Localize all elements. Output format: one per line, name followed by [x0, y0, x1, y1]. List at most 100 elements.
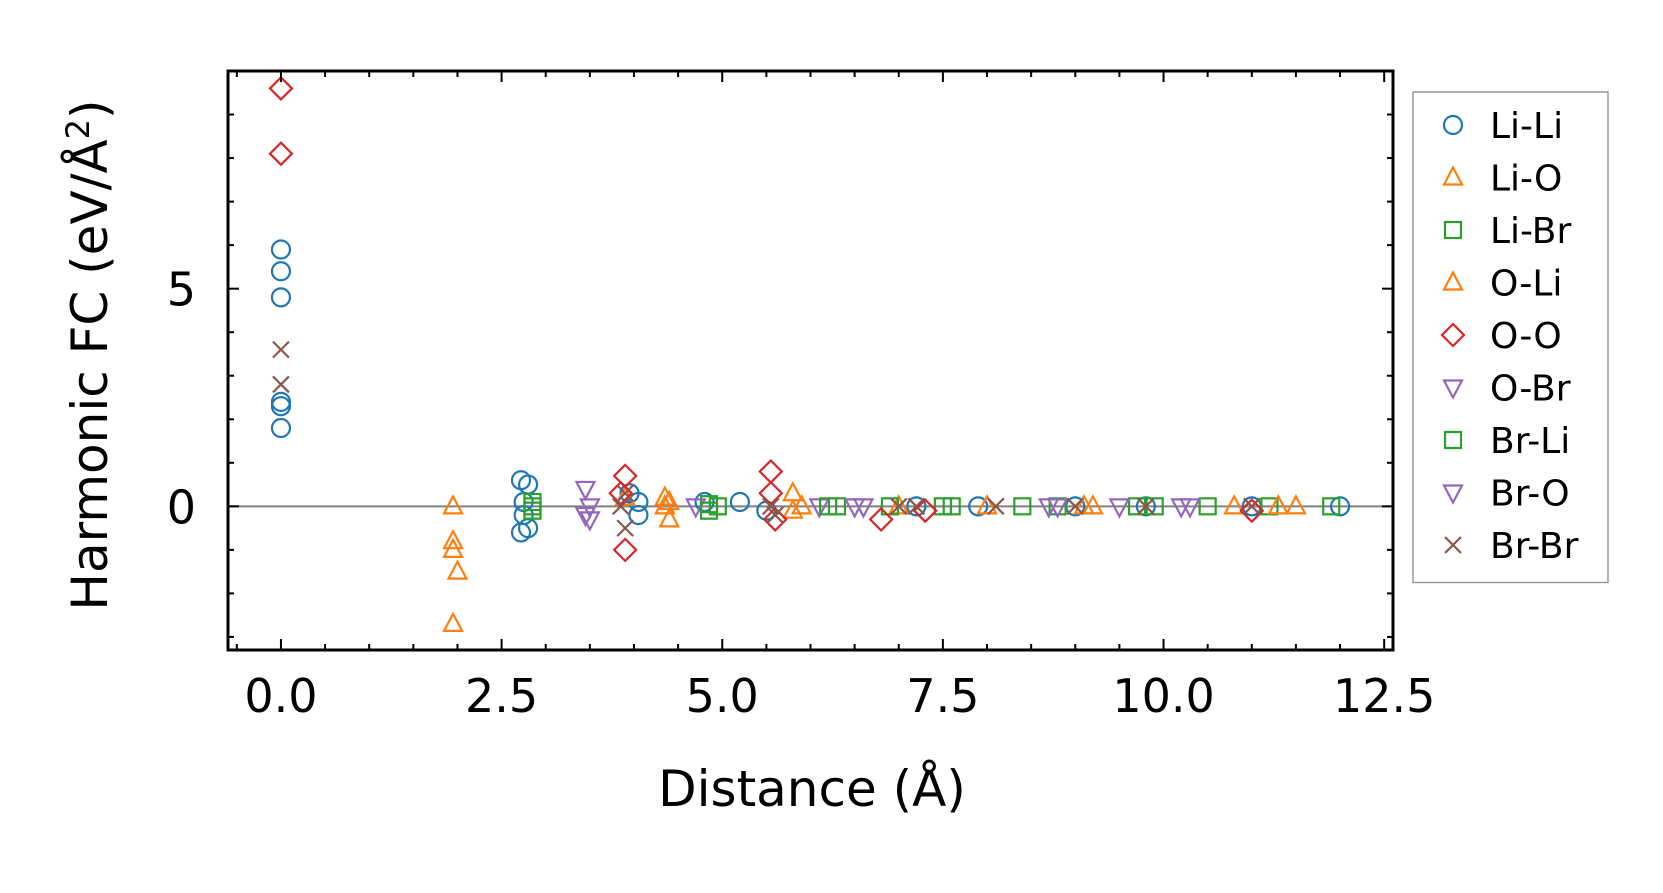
data-point	[628, 504, 649, 526]
series-br-li	[523, 497, 1164, 520]
series-o-li	[442, 489, 1290, 519]
data-point	[658, 507, 681, 528]
plot-frame	[226, 69, 1395, 652]
legend-entry: Li-Li	[1442, 106, 1563, 147]
series-br-br	[272, 340, 1261, 537]
data-point	[766, 506, 784, 524]
legend-label: Li-Br	[1490, 211, 1571, 252]
data-point	[268, 141, 294, 167]
data-point	[906, 496, 927, 517]
legend-entry: Br-O	[1442, 474, 1570, 515]
data-point	[907, 497, 926, 516]
legend-marker	[1442, 165, 1464, 186]
data-point	[699, 501, 719, 520]
data-point	[616, 519, 634, 537]
data-point	[1198, 497, 1217, 516]
legend-label: O-Br	[1490, 369, 1571, 410]
data-point	[729, 491, 750, 513]
plot-area	[228, 75, 1393, 632]
legend-label: O-Li	[1490, 264, 1562, 305]
data-point	[762, 497, 780, 516]
data-point	[762, 506, 788, 532]
legend-entry: Br-Li	[1443, 421, 1570, 462]
axes: 0.0 2.5 5.0 7.5 10.0 12.5 0 5	[167, 69, 1435, 723]
data-point	[616, 484, 634, 503]
data-point	[852, 498, 875, 519]
legend-marker	[1442, 270, 1464, 291]
x-tick-label: 0.0	[244, 669, 317, 723]
legend-entry: Br-Br	[1444, 526, 1579, 567]
legend-entry: O-O	[1440, 316, 1562, 357]
data-point	[1013, 497, 1032, 516]
series-br-o	[579, 498, 1201, 532]
data-point	[819, 497, 838, 516]
data-point	[782, 498, 804, 519]
y-tick-label: 0	[167, 480, 196, 534]
data-point	[612, 463, 638, 489]
y-tick-label: 5	[167, 263, 196, 317]
data-point	[1046, 498, 1069, 519]
x-axis-title: Distance (Å)	[658, 760, 966, 818]
data-point	[442, 528, 464, 550]
data-point	[272, 375, 290, 394]
y-axis-title: Harmonic FC (eV/Å2)	[59, 99, 119, 610]
x-tick-label: 10.0	[1112, 669, 1214, 723]
data-point	[1243, 497, 1261, 516]
data-point	[987, 497, 1005, 516]
data-point	[942, 497, 961, 516]
legend-marker	[1442, 379, 1464, 400]
legend-label: Br-Br	[1490, 526, 1579, 567]
legend-marker	[1443, 430, 1463, 450]
data-point	[446, 559, 469, 580]
data-point	[658, 489, 681, 511]
data-point	[442, 537, 464, 558]
data-point	[442, 493, 464, 515]
data-point	[270, 239, 292, 260]
data-point	[612, 537, 638, 563]
data-point	[654, 493, 676, 515]
data-point	[611, 497, 630, 516]
legend-marker	[1442, 484, 1464, 505]
legend-label: Br-Li	[1490, 421, 1570, 462]
data-point	[782, 480, 804, 502]
data-point	[523, 497, 542, 516]
x-tick-label: 2.5	[465, 669, 538, 723]
data-point	[1073, 493, 1095, 515]
data-point	[1066, 497, 1085, 516]
legend-label: Li-O	[1490, 159, 1562, 200]
data-point	[574, 506, 597, 528]
legend-entry: O-Li	[1442, 264, 1562, 305]
data-point	[579, 511, 601, 532]
legend-marker	[1443, 220, 1463, 240]
data-point	[654, 485, 676, 506]
data-point	[1322, 497, 1341, 516]
legend-entry: Li-O	[1442, 159, 1562, 200]
x-tick-label: 12.5	[1333, 669, 1435, 723]
series-o-o	[268, 75, 1265, 563]
legend-label: O-O	[1490, 316, 1562, 357]
data-point	[272, 340, 290, 359]
data-point	[968, 496, 989, 517]
data-point	[758, 480, 784, 506]
data-point	[1267, 493, 1290, 515]
legend-entry: O-Br	[1442, 369, 1571, 410]
data-point	[976, 493, 998, 515]
data-point	[270, 391, 292, 412]
data-point	[268, 75, 294, 101]
data-point	[1137, 497, 1155, 516]
data-point	[442, 611, 464, 632]
data-point	[889, 497, 908, 516]
data-point	[1108, 498, 1131, 519]
data-point	[619, 483, 640, 504]
legend-entry: Li-Br	[1443, 211, 1571, 252]
series-li-li	[270, 239, 1351, 543]
legend-label: Li-Li	[1490, 106, 1563, 147]
data-point	[270, 261, 292, 282]
legend-marker	[1442, 114, 1464, 136]
legend-marker	[1440, 322, 1466, 348]
x-tick-label: 7.5	[906, 669, 979, 723]
legend: Li-Li Li-O Li-Br O-Li O-O O-Br Br-Li Br-O Br-Br	[1412, 91, 1609, 584]
data-point	[574, 480, 597, 502]
legend-label: Br-O	[1490, 474, 1570, 515]
data-point	[1239, 498, 1265, 524]
